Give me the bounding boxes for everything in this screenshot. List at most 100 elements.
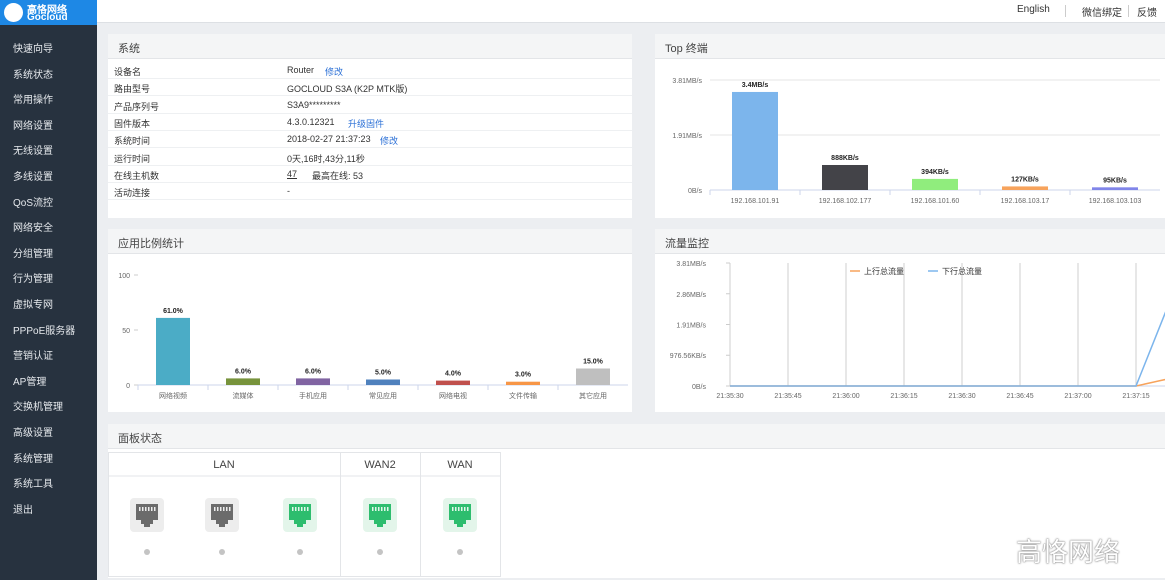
bar [296, 378, 330, 385]
value-label: 4.0% [445, 371, 462, 378]
menu-item[interactable]: 网络安全 [13, 223, 53, 235]
top-link[interactable]: English [1017, 4, 1050, 15]
panel-title: 面板状态 [118, 433, 162, 445]
port-status-dot [297, 549, 303, 555]
row-label: 系统时间 [114, 136, 151, 147]
menu-item[interactable]: 分组管理 [13, 248, 53, 260]
bar [366, 379, 400, 385]
menu-item[interactable]: 无线设置 [13, 146, 53, 158]
menu-item[interactable]: 系统管理 [13, 453, 53, 465]
menu-item[interactable]: 多线设置 [13, 172, 53, 183]
logo-icon [4, 3, 23, 22]
row-value: 2018-02-27 21:37:23 [287, 134, 371, 145]
traffic-chart: 0B/s 976.56KB/s 1.91MB/s 2.86MB/s 3.81MB/s 21… [670, 261, 1165, 400]
port-status-dot [144, 549, 150, 555]
menu-item[interactable]: 交换机管理 [13, 402, 63, 414]
bar [732, 91, 778, 190]
x-tick-label: 192.168.103.17 [1001, 198, 1050, 205]
port-pin [220, 507, 222, 511]
legend-label: 下行总流量 [942, 266, 982, 276]
x-tick-label: 21:36:15 [890, 393, 917, 400]
port-pin [301, 507, 303, 511]
x-tick-label: 21:36:45 [1006, 393, 1033, 400]
row-link[interactable]: 修改 [325, 67, 344, 77]
menu-item[interactable]: 系统工具 [13, 479, 53, 491]
port-pin [295, 507, 297, 511]
port-pin [375, 507, 377, 511]
value-label: 15.0% [583, 359, 604, 366]
x-tick-label: 流媒体 [233, 391, 254, 400]
port-pin [372, 507, 374, 511]
x-tick-label: 21:36:00 [832, 393, 859, 400]
value-label: 127KB/s [1011, 176, 1039, 183]
y-tick-label: 0B/s [688, 188, 703, 195]
info-row: 路由型号 GOCLOUD S3A (K2P MTK版) [108, 78, 632, 97]
menu-item[interactable]: 网络设置 [13, 120, 53, 132]
info-row: 系统时间 2018-02-27 21:37:23 修改 [108, 130, 632, 149]
menu-item[interactable]: AP管理 [13, 376, 47, 388]
bar [156, 317, 190, 385]
port-pin [304, 507, 306, 511]
port-pin [458, 507, 460, 511]
info-row: 产品序列号 S3A9********* [108, 96, 632, 114]
port-status-dot [219, 549, 225, 555]
x-tick-label: 21:35:30 [716, 393, 743, 400]
menu-item[interactable]: 系统状态 [13, 69, 53, 81]
bar [226, 378, 260, 385]
bar [436, 380, 470, 385]
row-label: 产品序列号 [114, 101, 160, 112]
top-link[interactable]: 反馈 [1137, 8, 1157, 19]
port-pin [214, 507, 216, 511]
panel-title: 应用比例统计 [118, 238, 184, 250]
menu-item[interactable]: 高级设置 [13, 428, 53, 439]
y-tick-label: 0 [126, 383, 130, 390]
port-pin [154, 507, 156, 511]
menu-item[interactable]: 退出 [13, 504, 33, 516]
x-tick-label: 其它应用 [579, 391, 607, 400]
row-label: 设备名 [114, 67, 142, 77]
app-chart: 0 50 100 网络视频 61.0% 流媒体 6.0% 手机应用 6.0% 常见应用 5.0% 网络… [118, 273, 628, 400]
port-pin [307, 507, 309, 511]
port-status-dot [377, 549, 383, 555]
row-link[interactable]: 升级固件 [348, 118, 385, 129]
port-pin [229, 507, 231, 511]
bar [1002, 186, 1048, 190]
row-value: - [287, 186, 290, 197]
value-label: 95KB/s [1103, 177, 1127, 184]
row-label: 活动连接 [114, 188, 151, 199]
value-label: 6.0% [235, 368, 252, 375]
menu-item[interactable]: 营销认证 [13, 351, 53, 363]
value-label: 3.0% [515, 372, 532, 379]
topbar: English 微信绑定 反馈 [97, 0, 1165, 23]
x-tick-label: 192.168.103.103 [1089, 198, 1142, 205]
x-tick-label: 手机应用 [299, 391, 327, 400]
menu-item[interactable]: 行为管理 [13, 274, 53, 286]
top-link[interactable]: 微信绑定 [1082, 8, 1122, 19]
logo[interactable]: 高恪网络 Gocloud [0, 0, 97, 25]
panel-header: 面板状态 [108, 424, 1165, 449]
group-name: WAN2 [364, 459, 395, 471]
y-tick-label: 3.81MB/s [676, 261, 706, 268]
port-pin [145, 507, 147, 511]
x-tick-label: 21:37:00 [1064, 393, 1091, 400]
value-label: 5.0% [375, 370, 392, 377]
row-value: Router [287, 65, 315, 75]
y-tick-label: 1.91MB/s [676, 323, 706, 330]
panel-title: Top 终端 [665, 43, 708, 55]
x-tick-label: 网络视频 [159, 391, 187, 400]
menu-item[interactable]: QoS流控 [13, 197, 54, 209]
legend-label: 上行总流量 [864, 266, 904, 276]
row-value: 0天,16时,43分,11秒 [287, 153, 365, 164]
row-value: 4.3.0.12321 [287, 116, 335, 127]
row-link[interactable]: 修改 [380, 136, 399, 147]
port-pin [292, 507, 294, 511]
port-pin [467, 507, 469, 511]
port-pin [223, 507, 225, 511]
menu-item[interactable]: 常用操作 [13, 95, 53, 107]
y-tick-label: 50 [122, 328, 130, 335]
menu-item[interactable]: 虚拟专网 [13, 300, 53, 311]
menu-item[interactable]: PPPoE服务器 [13, 325, 76, 337]
menu-item[interactable]: 快速向导 [13, 44, 53, 55]
y-tick-label: 976.56KB/s [670, 353, 707, 360]
